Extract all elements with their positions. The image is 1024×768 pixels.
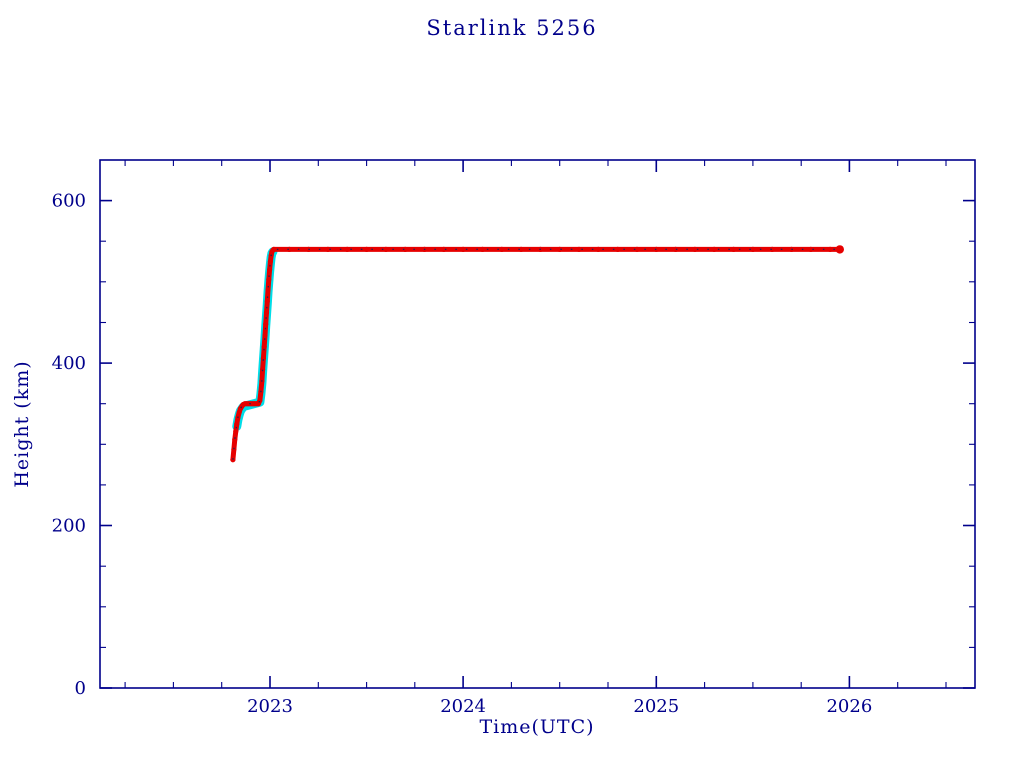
major-ticks	[100, 160, 975, 689]
y-tick-label: 200	[52, 516, 86, 537]
minor-ticks	[100, 160, 975, 688]
x-tick-label: 2025	[633, 696, 679, 717]
x-tick-label: 2023	[247, 696, 293, 717]
end-point	[835, 245, 844, 254]
apogee-height-line	[230, 246, 843, 463]
x-tick-label: 2026	[826, 696, 872, 717]
y-tick-label: 400	[52, 353, 86, 374]
y-tick-label: 0	[75, 678, 86, 699]
speckle-overlay	[232, 248, 840, 460]
y-tick-label: 600	[52, 191, 86, 212]
x-tick-label: 2024	[440, 696, 486, 717]
plot-frame	[99, 159, 976, 689]
chart-title: Starlink 5256	[426, 16, 598, 40]
apogee-height-markers	[230, 246, 843, 463]
track-line	[232, 248, 840, 460]
x-axis-label: Time(UTC)	[479, 716, 595, 738]
tick-labels: 2023 2024 2025 2026 0 200 400 600	[52, 191, 873, 717]
